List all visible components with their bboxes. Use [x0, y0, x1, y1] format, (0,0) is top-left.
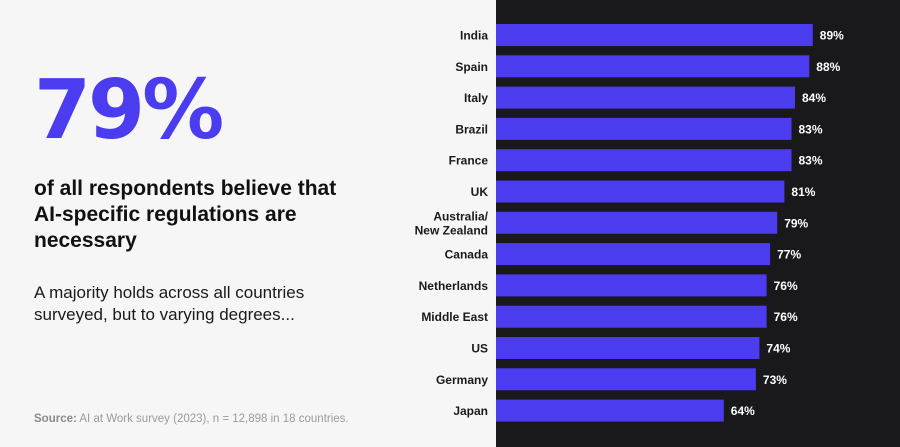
- bar-5: [496, 180, 785, 203]
- category-label-line: Japan: [453, 404, 488, 418]
- bar-value-label: 81%: [791, 185, 815, 199]
- category-label: India: [460, 29, 488, 43]
- category-label: Australia/New Zealand: [415, 209, 489, 237]
- bar-value-label: 83%: [799, 154, 823, 168]
- bar-6: [496, 211, 778, 234]
- headline-text: of all respondents believe that AI-speci…: [34, 177, 337, 252]
- category-label: France: [449, 154, 489, 168]
- bar-value-label: 88%: [816, 60, 840, 74]
- bar-0: [496, 24, 813, 46]
- category-label-line: Middle East: [421, 310, 488, 324]
- category-label: Japan: [453, 404, 488, 418]
- category-label-line: US: [471, 342, 488, 356]
- category-label-line: Germany: [436, 373, 488, 387]
- category-label-line: UK: [471, 185, 489, 199]
- category-label: Italy: [464, 91, 488, 105]
- bar-8: [496, 274, 767, 297]
- bar-3: [496, 117, 792, 140]
- category-label-line: Australia/: [433, 209, 488, 223]
- source-text: AI at Work survey (2023), n = 12,898 in …: [79, 413, 349, 425]
- bar-value-label: 84%: [802, 91, 826, 105]
- bar-value-label: 89%: [820, 29, 844, 43]
- bar-value-label: 77%: [777, 248, 801, 262]
- bar-7: [496, 243, 771, 266]
- category-label-line: Brazil: [455, 122, 488, 136]
- bar-value-label: 73%: [763, 373, 787, 387]
- subtext: A majority holds across all countries su…: [34, 283, 305, 324]
- bar-value-label: 79%: [784, 216, 808, 230]
- category-label: UK: [471, 185, 489, 199]
- source-label: Source:: [34, 413, 77, 425]
- bar-1: [496, 55, 810, 78]
- category-label-line: Netherlands: [419, 279, 489, 293]
- bar-11: [496, 368, 756, 391]
- bar-2: [496, 86, 795, 109]
- bar-value-label: 83%: [799, 122, 823, 136]
- category-label-line: Spain: [455, 60, 488, 74]
- bar-9: [496, 305, 767, 328]
- category-label-line: New Zealand: [415, 223, 488, 237]
- headline-stat: 79%: [34, 63, 224, 158]
- bar-value-label: 64%: [731, 404, 755, 418]
- category-label: Germany: [436, 373, 488, 387]
- bar-value-label: 74%: [766, 342, 790, 356]
- source-note: Source: AI at Work survey (2023), n = 12…: [34, 413, 349, 425]
- category-label: Spain: [455, 60, 488, 74]
- bar-10: [496, 337, 760, 359]
- bar-12: [496, 399, 724, 422]
- category-label: Middle East: [421, 310, 488, 324]
- bar-value-label: 76%: [774, 279, 798, 293]
- category-label: Brazil: [455, 122, 488, 136]
- category-label: US: [471, 342, 488, 356]
- bar-4: [496, 149, 792, 172]
- category-label: Canada: [445, 248, 489, 262]
- bar-value-label: 76%: [774, 310, 798, 324]
- category-label: Netherlands: [419, 279, 489, 293]
- category-label-line: Italy: [464, 91, 488, 105]
- category-label-line: Canada: [445, 248, 489, 262]
- category-label-line: India: [460, 29, 488, 43]
- category-label-line: France: [449, 154, 489, 168]
- left-panel: 79% of all respondents believe that AI-s…: [34, 63, 349, 425]
